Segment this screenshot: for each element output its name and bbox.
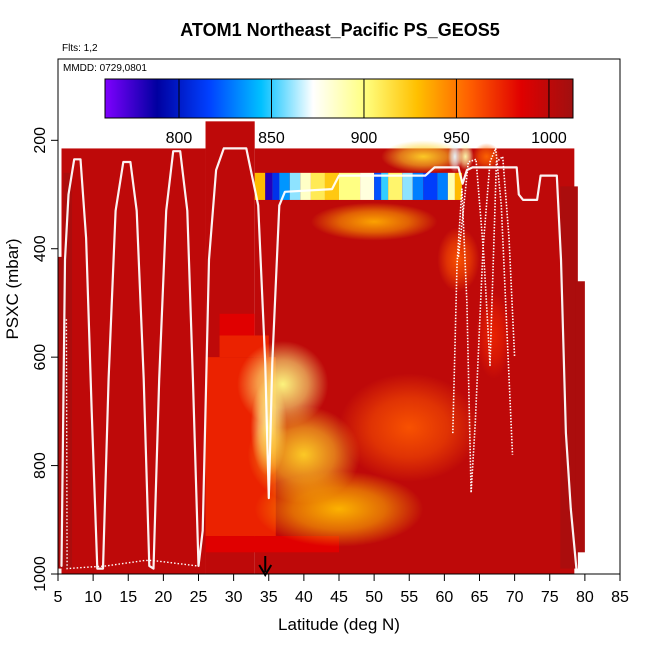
cover-cell	[63, 172, 73, 569]
hotspot-layer	[237, 140, 512, 547]
strip-cell	[265, 172, 273, 200]
hotspot	[310, 202, 438, 241]
x-tick-label: 85	[611, 589, 629, 606]
flights-annotation: Flts: 1,2	[62, 43, 98, 54]
cover-cell	[560, 186, 578, 569]
flight-track-edges	[65, 319, 198, 570]
strip-cell	[412, 172, 424, 200]
x-axis: 5 10 15 20 25 30 35 40 45 50 55 60 65 70 75 80 85	[54, 573, 629, 606]
cover-cell	[58, 256, 66, 569]
colorbar-tick-label: 800	[166, 130, 193, 147]
strip-cell	[423, 172, 438, 200]
hotspot	[381, 140, 466, 173]
y-axis: 200 400 600 800 1000	[32, 127, 59, 592]
strip-cell	[289, 172, 301, 200]
cover-cell	[575, 281, 585, 553]
x-tick-label: 65	[471, 589, 489, 606]
colorbar-tick-label: 1000	[531, 130, 567, 147]
colorbar-tick-label: 850	[258, 130, 285, 147]
y-axis-label: PSXC (mbar)	[3, 238, 22, 339]
hotspot	[254, 471, 424, 547]
y-tick-label: 1000	[32, 556, 49, 592]
strip-cell	[324, 172, 339, 200]
x-tick-label: 80	[576, 589, 594, 606]
strip-cell	[272, 172, 280, 200]
x-tick-label: 70	[506, 589, 524, 606]
strip-layer	[254, 172, 462, 200]
hotspot	[339, 373, 480, 482]
x-tick-label: 5	[54, 589, 63, 606]
x-tick-label: 40	[295, 589, 313, 606]
x-tick-label: 10	[84, 589, 102, 606]
strip-cell	[310, 172, 325, 200]
x-tick-label: 50	[365, 589, 383, 606]
y-tick-label: 600	[32, 344, 49, 371]
colorbar: 800 850 900 950 1000	[104, 78, 574, 147]
hotspot	[437, 227, 480, 293]
dates-annotation: MMDD: 0729,0801	[63, 63, 147, 74]
marker-layer	[258, 556, 273, 577]
strip-cell	[447, 172, 455, 200]
x-tick-label: 35	[260, 589, 278, 606]
x-tick-label: 30	[225, 589, 243, 606]
flight-track-layer	[60, 147, 578, 570]
hotspot	[447, 140, 462, 173]
x-tick-label: 45	[330, 589, 348, 606]
flight-track-branch-right	[452, 147, 514, 494]
x-tick-label: 20	[154, 589, 172, 606]
hotspot	[457, 143, 474, 171]
x-tick-label: 15	[119, 589, 137, 606]
x-axis-label: Latitude (deg N)	[278, 615, 400, 634]
x-tick-label: 25	[190, 589, 208, 606]
x-tick-label: 60	[435, 589, 453, 606]
flight-track-halo	[60, 147, 578, 570]
hotspot	[472, 143, 501, 171]
strip-cell	[279, 172, 290, 200]
strip-cell	[437, 172, 448, 200]
colorbar-fill	[105, 79, 573, 118]
x-tick-label: 55	[400, 589, 418, 606]
strip-cell	[402, 172, 413, 200]
strip-cell	[374, 172, 382, 200]
band-cell	[219, 313, 255, 336]
strip-cell	[381, 172, 389, 200]
strip-cell	[454, 172, 462, 200]
strip-cell	[339, 172, 361, 200]
strip-cell	[254, 172, 266, 200]
cover-layer	[58, 172, 585, 569]
strip-cell	[360, 172, 375, 200]
marker-arrow-head	[258, 564, 273, 577]
hotspot	[237, 340, 329, 428]
x-tick-label: 75	[541, 589, 559, 606]
strip-cell	[388, 172, 403, 200]
y-tick-label: 200	[32, 127, 49, 154]
chart-title: ATOM1 Northeast_Pacific PS_GEOS5	[180, 20, 499, 40]
y-tick-label: 800	[32, 452, 49, 479]
field-cell	[61, 148, 206, 574]
y-tick-label: 400	[32, 235, 49, 262]
colorbar-tick-label: 900	[351, 130, 378, 147]
colorbar-tick-label: 950	[443, 130, 470, 147]
colorbar-frame	[104, 78, 574, 119]
hotspot	[475, 292, 512, 379]
strip-cell	[300, 172, 311, 200]
